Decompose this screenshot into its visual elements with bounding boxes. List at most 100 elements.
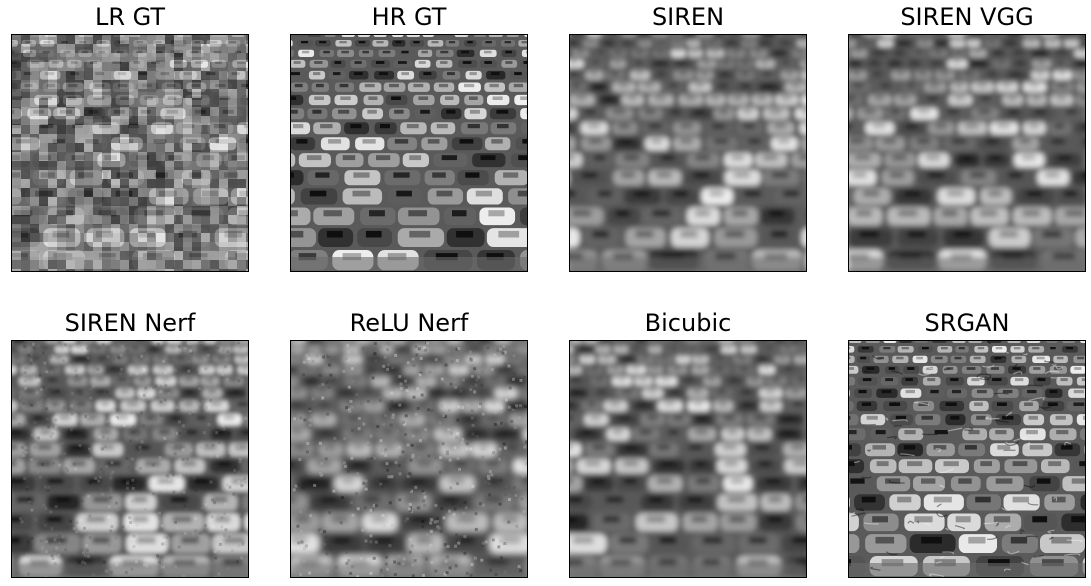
car-window bbox=[182, 367, 191, 370]
car-window bbox=[938, 41, 945, 44]
car-window bbox=[605, 496, 624, 503]
car-window bbox=[506, 445, 518, 450]
car-window bbox=[173, 559, 196, 567]
car-window bbox=[1029, 83, 1040, 88]
car-shape bbox=[112, 376, 132, 386]
car-window bbox=[136, 536, 156, 544]
car-shape bbox=[244, 514, 248, 531]
car-window bbox=[315, 172, 330, 178]
car-shape bbox=[387, 137, 417, 151]
car-window bbox=[951, 139, 967, 144]
car-shape bbox=[583, 228, 620, 247]
car-shape bbox=[849, 513, 859, 532]
car-window bbox=[464, 83, 475, 88]
car-window bbox=[1054, 124, 1065, 129]
car-window bbox=[622, 389, 633, 394]
car-window bbox=[94, 347, 102, 350]
car-window bbox=[486, 559, 509, 567]
car-window bbox=[1071, 478, 1085, 484]
car-shape bbox=[438, 35, 450, 37]
car-shape bbox=[899, 341, 912, 343]
car-shape bbox=[796, 513, 806, 532]
car-window bbox=[668, 83, 679, 88]
car-window bbox=[641, 41, 648, 44]
car-window bbox=[1071, 516, 1085, 523]
car-shape bbox=[799, 207, 806, 226]
car-shape bbox=[1080, 428, 1085, 441]
car-window bbox=[609, 402, 621, 406]
car-shape bbox=[1041, 35, 1057, 37]
car-window bbox=[291, 536, 308, 544]
car-window bbox=[332, 72, 341, 76]
car-shape bbox=[347, 443, 372, 457]
car-window bbox=[635, 72, 644, 76]
car-shape bbox=[518, 494, 527, 511]
car-window bbox=[572, 83, 581, 88]
car-window bbox=[965, 124, 979, 129]
car-window bbox=[905, 389, 915, 394]
car-window bbox=[954, 41, 961, 44]
car-shape bbox=[865, 534, 907, 553]
car-window bbox=[393, 172, 410, 178]
car-window bbox=[46, 536, 67, 544]
car-window bbox=[658, 559, 677, 567]
car-window bbox=[631, 367, 640, 370]
car-shape bbox=[909, 137, 939, 151]
car-shape bbox=[570, 228, 580, 247]
car-shape bbox=[673, 70, 694, 80]
image-siren bbox=[569, 34, 807, 272]
car-window bbox=[739, 367, 749, 370]
car-shape bbox=[291, 49, 294, 57]
car-window bbox=[587, 41, 594, 44]
car-shape bbox=[393, 376, 412, 386]
car-shape bbox=[669, 341, 684, 343]
car-shape bbox=[318, 228, 354, 247]
car-window bbox=[319, 41, 327, 44]
car-window bbox=[456, 230, 474, 238]
car-window bbox=[331, 516, 348, 523]
car-shape bbox=[478, 341, 492, 343]
car-window bbox=[762, 41, 769, 44]
car-shape bbox=[135, 341, 148, 343]
car-window bbox=[395, 41, 402, 44]
car-shape bbox=[927, 428, 957, 441]
car-window bbox=[93, 496, 111, 503]
car-window bbox=[570, 415, 574, 420]
car-window bbox=[694, 83, 705, 88]
car-window bbox=[636, 50, 644, 54]
car-window bbox=[720, 72, 729, 76]
car-window bbox=[314, 96, 324, 100]
car-window bbox=[340, 96, 351, 100]
car-window bbox=[623, 461, 639, 467]
car-window bbox=[661, 461, 676, 467]
car-window bbox=[718, 402, 728, 406]
car-window bbox=[744, 190, 761, 197]
car-shape bbox=[737, 388, 757, 398]
car-shape bbox=[196, 443, 225, 457]
car-window bbox=[861, 347, 869, 350]
car-window bbox=[1081, 172, 1085, 178]
car-shape bbox=[1011, 355, 1027, 363]
image-siren-nerf bbox=[11, 340, 249, 578]
car-window bbox=[905, 378, 913, 382]
car-window bbox=[765, 389, 776, 394]
car-window bbox=[875, 50, 883, 54]
car-window bbox=[338, 109, 350, 114]
car-shape bbox=[570, 35, 585, 37]
car-window bbox=[774, 124, 787, 129]
car-window bbox=[881, 389, 892, 394]
car-window bbox=[981, 96, 991, 100]
car-window bbox=[702, 559, 720, 567]
car-window bbox=[417, 347, 425, 350]
car-shape bbox=[954, 153, 980, 168]
car-window bbox=[899, 253, 921, 261]
car-shape bbox=[737, 341, 752, 343]
car-shape bbox=[775, 428, 802, 441]
car-shape bbox=[435, 49, 454, 57]
car-window bbox=[587, 402, 596, 406]
car-window bbox=[762, 155, 778, 161]
car-window bbox=[13, 356, 21, 360]
car-shape bbox=[116, 341, 131, 343]
car-shape bbox=[849, 341, 862, 343]
car-window bbox=[214, 516, 231, 523]
